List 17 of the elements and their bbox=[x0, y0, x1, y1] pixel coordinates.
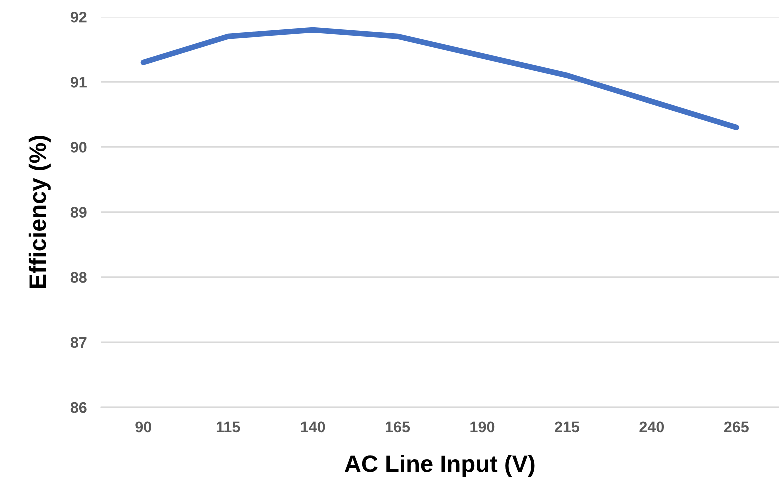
x-tick-label: 240 bbox=[640, 422, 664, 433]
x-tick-label: 165 bbox=[386, 422, 410, 433]
y-tick-label: 92 bbox=[70, 12, 87, 23]
x-axis-title: AC Line Input (V) bbox=[344, 455, 535, 478]
y-tick-label: 88 bbox=[70, 272, 87, 284]
y-tick-label: 86 bbox=[70, 402, 87, 414]
x-tick-label: 215 bbox=[554, 422, 580, 433]
x-tick-label: 190 bbox=[470, 422, 495, 433]
y-tick-label: 90 bbox=[70, 142, 87, 153]
y-tick-label: 87 bbox=[70, 337, 87, 348]
x-tick-label: 140 bbox=[301, 422, 326, 433]
y-tick-label: 89 bbox=[70, 207, 87, 218]
x-tick-label: 90 bbox=[136, 422, 152, 433]
y-axis-title: Efficiency (%) bbox=[28, 136, 51, 288]
x-tick-label: 115 bbox=[216, 422, 240, 433]
x-tick-label: 265 bbox=[724, 422, 749, 433]
y-tick-label: 91 bbox=[70, 77, 87, 88]
